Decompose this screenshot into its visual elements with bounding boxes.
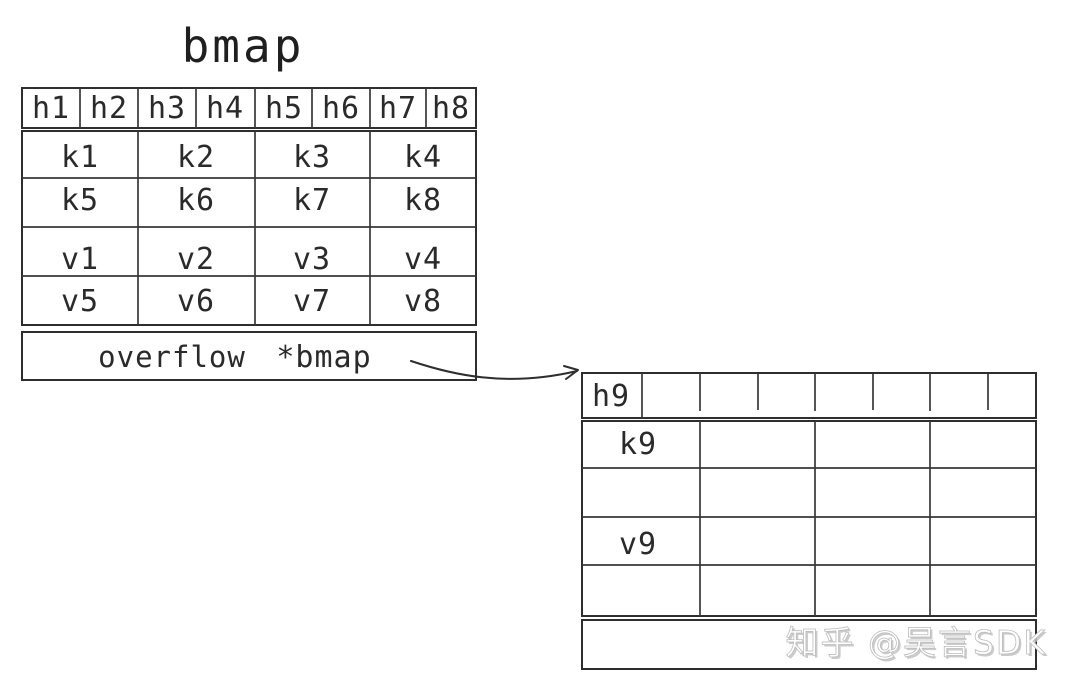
overflow-keys-values-row-lines bbox=[582, 467, 1036, 566]
value-cell-v3: v3 bbox=[293, 242, 331, 277]
value-cell-v4: v4 bbox=[404, 242, 442, 277]
main-keys-values-box bbox=[21, 130, 477, 326]
diagram-title: bmap bbox=[182, 19, 305, 73]
main-keys-values-column-lines bbox=[137, 131, 371, 325]
key-cell-k8: k8 bbox=[404, 183, 442, 218]
key-cell-k2: k2 bbox=[177, 140, 215, 175]
value-cell-v8: v8 bbox=[404, 284, 442, 319]
key-cell-k5: k5 bbox=[61, 183, 99, 218]
key-cell-k9: k9 bbox=[619, 427, 657, 462]
overflow-pointer-arrow bbox=[410, 360, 579, 380]
hash-cell-h9: h9 bbox=[592, 379, 630, 414]
overflow-keys-values-box bbox=[581, 420, 1037, 617]
overflow-bucket-table: h9 k9 v9 bbox=[581, 372, 1037, 670]
watermark-text-shadow: 知乎 @吴言SDK bbox=[788, 625, 1050, 664]
overflow-bucket-overflow-row-box bbox=[581, 619, 1037, 670]
main-overflow-row-box bbox=[21, 331, 477, 381]
watermark-text: 知乎 @吴言SDK bbox=[786, 623, 1048, 662]
hash-cell-h4: h4 bbox=[206, 91, 244, 126]
overflow-hash-row-box bbox=[581, 372, 1037, 419]
arrow-head bbox=[563, 365, 579, 380]
key-cell-k3: k3 bbox=[293, 140, 331, 175]
hash-cell-h1: h1 bbox=[32, 91, 70, 126]
key-cell-k4: k4 bbox=[404, 140, 442, 175]
hash-cell-h3: h3 bbox=[148, 91, 186, 126]
value-cell-v5: v5 bbox=[61, 284, 99, 319]
overflow-field-type: *bmap bbox=[276, 340, 371, 375]
key-cell-k6: k6 bbox=[177, 183, 215, 218]
hash-cell-h2: h2 bbox=[90, 91, 128, 126]
value-cell-v9: v9 bbox=[619, 527, 657, 562]
key-cell-k7: k7 bbox=[293, 183, 331, 218]
value-cell-v6: v6 bbox=[177, 284, 215, 319]
hash-cell-h6: h6 bbox=[322, 91, 360, 126]
overflow-field-label: overflow bbox=[98, 340, 246, 374]
overflow-hash-row-dividers bbox=[641, 373, 989, 418]
main-hash-row-box bbox=[21, 87, 477, 129]
hash-cell-h5: h5 bbox=[265, 91, 303, 126]
watermark: 知乎 @吴言SDK 知乎 @吴言SDK bbox=[785, 623, 1050, 664]
main-hash-row-dividers bbox=[79, 88, 427, 128]
main-keys-values-row-lines bbox=[22, 177, 476, 277]
key-cell-k1: k1 bbox=[61, 140, 99, 175]
hash-cell-h8: h8 bbox=[432, 91, 470, 126]
hash-cell-h7: h7 bbox=[379, 91, 417, 126]
value-cell-v2: v2 bbox=[177, 242, 215, 277]
main-bucket-table: h1 h2 h3 h4 h5 h6 h7 h8 k1 k2 k3 k4 k5 k… bbox=[21, 87, 477, 381]
value-cell-v1: v1 bbox=[61, 242, 99, 277]
arrow-curve bbox=[410, 360, 578, 380]
value-cell-v7: v7 bbox=[293, 284, 331, 319]
overflow-keys-values-column-lines bbox=[699, 421, 931, 616]
